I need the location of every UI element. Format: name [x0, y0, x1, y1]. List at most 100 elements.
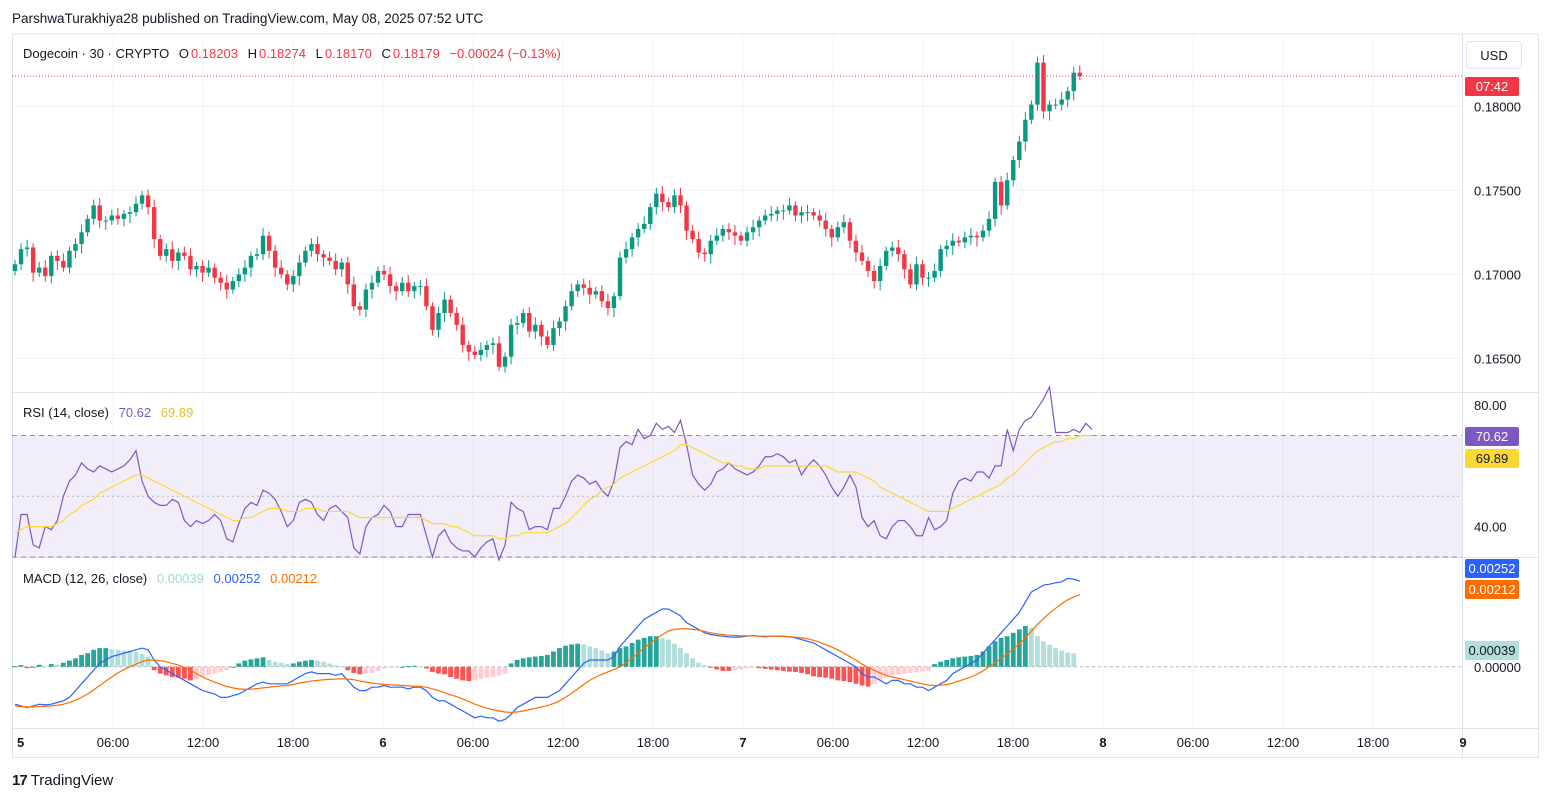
- histogram-bar: [405, 666, 411, 668]
- candle-body: [781, 210, 786, 212]
- histogram-bar: [545, 654, 550, 667]
- macd-legend: MACD (12, 26, close) 0.00039 0.00252 0.0…: [23, 571, 319, 586]
- signal-line: [14, 594, 1081, 713]
- candle-body: [944, 245, 949, 250]
- candle-body: [1071, 72, 1076, 92]
- histogram-bar: [109, 649, 115, 667]
- candle-body: [690, 230, 695, 240]
- candle-body: [430, 306, 435, 330]
- histogram-bar: [218, 666, 224, 672]
- histogram-bar: [1029, 627, 1034, 667]
- candle-body: [369, 282, 375, 290]
- time-tick-label: 18:00: [637, 735, 670, 750]
- candle-body: [206, 267, 211, 273]
- histogram-bar: [895, 666, 901, 675]
- histogram-bar: [768, 666, 774, 670]
- candle-body: [841, 222, 847, 228]
- rsi-ma-tag: 69.89: [1465, 449, 1519, 468]
- histogram-bar: [351, 666, 357, 673]
- candle-body: [266, 235, 272, 251]
- rsi-ma-line: [14, 434, 1092, 540]
- histogram-bar: [42, 665, 48, 667]
- rsi-tick-label: 40.00: [1474, 520, 1507, 535]
- tradingview-brand[interactable]: 17 TradingView: [12, 772, 113, 789]
- histogram-bar: [496, 666, 502, 676]
- candle-body: [1029, 104, 1034, 120]
- candle-body: [514, 323, 520, 325]
- candle-body: [539, 324, 544, 337]
- candle-body: [799, 212, 804, 216]
- histogram-bar: [1022, 626, 1028, 667]
- histogram-bar: [430, 666, 435, 672]
- histogram-bar: [127, 651, 133, 667]
- candle-body: [678, 195, 683, 206]
- histogram-bar: [641, 637, 647, 667]
- price-legend: Dogecoin · 30 · CRYPTO O 0.18203 H 0.18274…: [23, 46, 563, 61]
- histogram-bar: [1004, 636, 1010, 667]
- candle-body: [823, 220, 828, 229]
- histogram-bar: [266, 660, 272, 667]
- close-label: C: [381, 46, 391, 61]
- candle-body: [884, 250, 889, 266]
- histogram-bar: [508, 663, 514, 667]
- histogram-bar: [750, 666, 756, 668]
- histogram-bar: [938, 661, 944, 667]
- candle-body: [708, 240, 713, 255]
- candle-body: [720, 228, 726, 236]
- histogram-bar: [54, 664, 60, 667]
- open-value: 0.18203: [190, 46, 238, 61]
- candle-body: [61, 260, 66, 268]
- histogram-bar: [617, 648, 623, 667]
- candle-body: [315, 244, 320, 255]
- histogram-bar: [411, 665, 417, 667]
- candle-body: [654, 193, 659, 208]
- histogram-bar: [236, 663, 242, 667]
- histogram-bar: [296, 661, 302, 667]
- histogram-bar: [387, 666, 393, 668]
- histogram-bar: [121, 650, 127, 667]
- histogram-bar: [278, 662, 284, 667]
- candle-body: [176, 252, 181, 261]
- candle-body: [121, 213, 127, 219]
- candle-body: [79, 232, 84, 245]
- brand-name: TradingView: [30, 772, 114, 789]
- candle-body: [696, 239, 701, 253]
- publisher-line: ParshwaTurakhiya28 published on TradingV…: [12, 11, 484, 26]
- candle-body: [436, 313, 441, 330]
- histogram-bar: [133, 651, 139, 667]
- histogram-bar: [871, 666, 877, 684]
- histogram-bar: [835, 666, 841, 681]
- histogram-bar: [623, 646, 629, 667]
- candle-body: [599, 291, 605, 302]
- time-tick-label: 8: [1099, 735, 1106, 750]
- histogram-bar: [823, 666, 829, 678]
- histogram-bar: [998, 637, 1004, 667]
- histogram-bar: [1071, 653, 1077, 667]
- histogram-bar: [526, 657, 532, 667]
- histogram-bar: [696, 662, 702, 667]
- histogram-bar: [484, 666, 490, 678]
- candle-body: [393, 286, 399, 292]
- candle-body: [756, 220, 762, 228]
- candle-body: [285, 274, 290, 285]
- candle-body: [127, 212, 133, 214]
- histogram-bar: [18, 665, 24, 667]
- candle-body: [496, 343, 502, 367]
- candle-body: [170, 249, 175, 261]
- candle-body: [387, 274, 393, 287]
- candle-body: [303, 250, 308, 263]
- histogram-bar: [678, 648, 683, 667]
- histogram-bar: [442, 666, 447, 675]
- macd-line: [14, 577, 1080, 722]
- histogram-bar: [653, 636, 659, 667]
- currency-button[interactable]: USD: [1466, 41, 1522, 69]
- histogram-bar: [666, 639, 671, 667]
- candle-body: [793, 205, 798, 216]
- candle-body: [73, 244, 78, 251]
- histogram-bar: [980, 651, 986, 667]
- histogram-bar: [684, 653, 689, 667]
- candle-body: [763, 215, 768, 221]
- histogram-bar: [212, 666, 218, 674]
- histogram-bar: [563, 645, 568, 667]
